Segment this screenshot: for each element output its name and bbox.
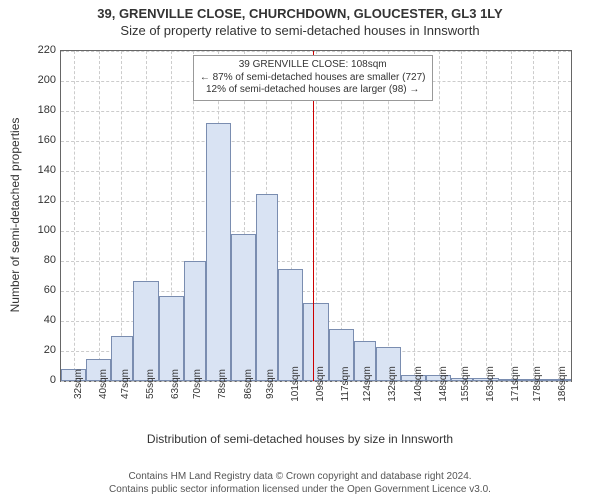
x-tick-label: 70sqm [192,369,203,399]
y-tick-label: 140 [26,164,56,176]
y-tick-label: 60 [26,284,56,296]
grid-line-v [121,51,122,381]
x-tick-label: 140sqm [413,366,424,402]
x-tick-label: 186sqm [557,366,568,402]
x-tick-label: 63sqm [170,369,181,399]
y-tick-label: 120 [26,194,56,206]
y-tick-label: 20 [26,344,56,356]
y-tick-label: 200 [26,74,56,86]
chart-footer: Contains HM Land Registry data © Crown c… [0,470,600,496]
annotation-line: 12% of semi-detached houses are larger (… [200,84,426,97]
histogram-bar [231,234,256,381]
grid-line-v [363,51,364,381]
y-tick-label: 180 [26,104,56,116]
grid-line-v [388,51,389,381]
grid-line-v [439,51,440,381]
grid-line-v [511,51,512,381]
x-tick-label: 55sqm [145,369,156,399]
grid-line-v [558,51,559,381]
grid-line-v [486,51,487,381]
x-tick-label: 163sqm [485,366,496,402]
x-tick-label: 124sqm [362,366,373,402]
histogram-bar [184,261,206,381]
footer-line-2: Contains public sector information licen… [0,483,600,496]
grid-line-v [461,51,462,381]
chart-annotation-box: 39 GRENVILLE CLOSE: 108sqm← 87% of semi-… [193,55,433,101]
histogram-bar [133,281,158,382]
histogram-bar [278,269,303,382]
histogram-bar [256,194,278,382]
x-tick-label: 32sqm [73,369,84,399]
x-tick-label: 86sqm [243,369,254,399]
x-tick-label: 47sqm [120,369,131,399]
annotation-line: 39 GRENVILLE CLOSE: 108sqm [200,59,426,72]
y-tick-label: 220 [26,44,56,56]
grid-line-v [414,51,415,381]
reference-line [313,51,314,381]
x-tick-label: 148sqm [438,366,449,402]
grid-line-v [533,51,534,381]
x-tick-label: 93sqm [265,369,276,399]
y-tick-label: 160 [26,134,56,146]
x-tick-label: 117sqm [340,367,351,402]
x-axis-label: Distribution of semi-detached houses by … [0,432,600,446]
histogram-bar [206,123,231,381]
x-tick-label: 132sqm [387,366,398,402]
chart-title-main: 39, GRENVILLE CLOSE, CHURCHDOWN, GLOUCES… [0,0,600,21]
chart-title-sub: Size of property relative to semi-detach… [0,21,600,38]
y-tick-label: 0 [26,374,56,386]
y-tick-label: 80 [26,254,56,266]
x-tick-label: 178sqm [532,366,543,402]
footer-line-1: Contains HM Land Registry data © Crown c… [0,470,600,483]
x-tick-label: 109sqm [315,366,326,402]
y-tick-label: 100 [26,224,56,236]
chart-container: 39, GRENVILLE CLOSE, CHURCHDOWN, GLOUCES… [0,0,600,500]
x-tick-label: 155sqm [460,366,471,402]
y-tick-label: 40 [26,314,56,326]
plot-area: 39 GRENVILLE CLOSE: 108sqm← 87% of semi-… [60,50,572,382]
x-tick-label: 101sqm [290,366,301,402]
grid-line-v [74,51,75,381]
grid-line-v [99,51,100,381]
x-tick-label: 40sqm [98,369,109,399]
x-tick-label: 171sqm [510,366,521,402]
annotation-line: ← 87% of semi-detached houses are smalle… [200,72,426,85]
y-axis-label: Number of semi-detached properties [8,118,22,313]
x-tick-label: 78sqm [217,369,228,399]
